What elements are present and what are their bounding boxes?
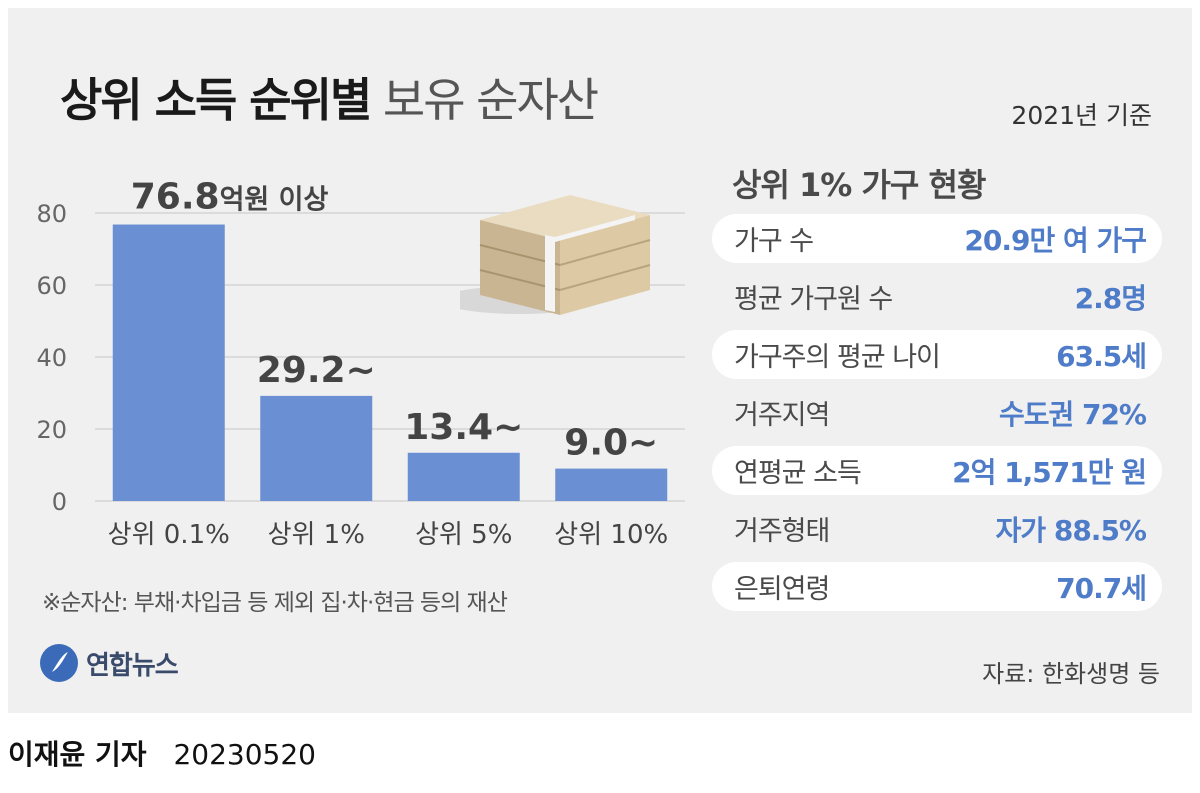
stats-row: 가구주의 평균 나이 63.5세 <box>712 330 1162 379</box>
x-tick-label: 상위 1% <box>268 520 365 550</box>
stats-value: 2억 1,571만 원 <box>952 455 1147 489</box>
logo: 연합뉴스 <box>38 642 179 684</box>
y-tick-label: 80 <box>36 200 67 228</box>
data-label-unit: 억원 이상 <box>220 185 329 216</box>
stats-value: 70.7세 <box>1056 571 1147 605</box>
stats-label: 거주형태 <box>734 516 830 547</box>
y-tick-label: 40 <box>36 344 67 372</box>
basis-year: 2021년 기준 <box>1011 101 1152 130</box>
y-tick-label: 0 <box>52 488 67 516</box>
data-label: 13.4~ <box>404 407 523 448</box>
stats-value: 2.8명 <box>1074 281 1147 315</box>
publish-date: 20230520 <box>173 738 316 771</box>
stats-row: 가구 수 20.9만 여 가구 <box>712 214 1162 263</box>
data-label: 29.2~ <box>257 350 376 391</box>
stats-row: 평균 가구원 수 2.8명 <box>712 272 1162 321</box>
stats-label: 가구 수 <box>734 226 814 257</box>
yonhap-logo-icon <box>40 644 78 682</box>
stats-value: 자가 88.5% <box>995 513 1147 547</box>
bar <box>407 452 520 501</box>
stats-heading: 상위 1% 가구 현황 <box>732 166 986 204</box>
data-label-value: 76.8 <box>131 177 220 218</box>
bar <box>112 224 225 501</box>
data-label: 9.0~ <box>564 423 658 464</box>
stats-row: 거주형태 자가 88.5% <box>712 504 1162 553</box>
stats-row: 은퇴연령 70.7세 <box>712 562 1162 611</box>
stats-label: 평균 가구원 수 <box>734 284 893 315</box>
money-stack-icon <box>460 195 651 315</box>
stats-value: 20.9만 여 가구 <box>964 223 1147 257</box>
page-title: 상위 소득 순위별 보유 순자산 <box>60 64 599 130</box>
source-text: 자료: 한화생명 등 <box>982 660 1160 688</box>
stats-label: 가구주의 평균 나이 <box>734 342 941 373</box>
bar <box>555 468 668 501</box>
stats-label: 은퇴연령 <box>734 574 830 605</box>
data-label: 76.8억원 이상 <box>131 177 329 218</box>
y-tick-label: 20 <box>36 416 67 444</box>
bar <box>260 395 373 501</box>
title-light: 보유 순자산 <box>382 73 599 127</box>
stats-label: 연평균 소득 <box>734 458 862 489</box>
credit: 이재윤 기자 20230520 <box>8 733 316 773</box>
x-tick-label: 상위 5% <box>415 520 512 550</box>
stats-value: 63.5세 <box>1056 339 1147 373</box>
stats-row: 거주지역 수도권 72% <box>712 388 1162 437</box>
stats-value: 수도권 72% <box>998 397 1147 431</box>
stats-label: 거주지역 <box>734 400 830 431</box>
x-tick-label: 상위 0.1% <box>108 520 230 550</box>
footnote: ※순자산: 부채·차입금 등 제외 집·차·현금 등의 재산 <box>42 590 508 616</box>
title-bold: 상위 소득 순위별 <box>60 73 372 127</box>
stats-row: 연평균 소득 2억 1,571만 원 <box>712 446 1162 495</box>
reporter-name: 이재윤 기자 <box>8 738 147 771</box>
x-tick-label: 상위 10% <box>554 520 668 550</box>
logo-text: 연합뉴스 <box>86 650 179 681</box>
y-tick-label: 60 <box>36 272 67 300</box>
